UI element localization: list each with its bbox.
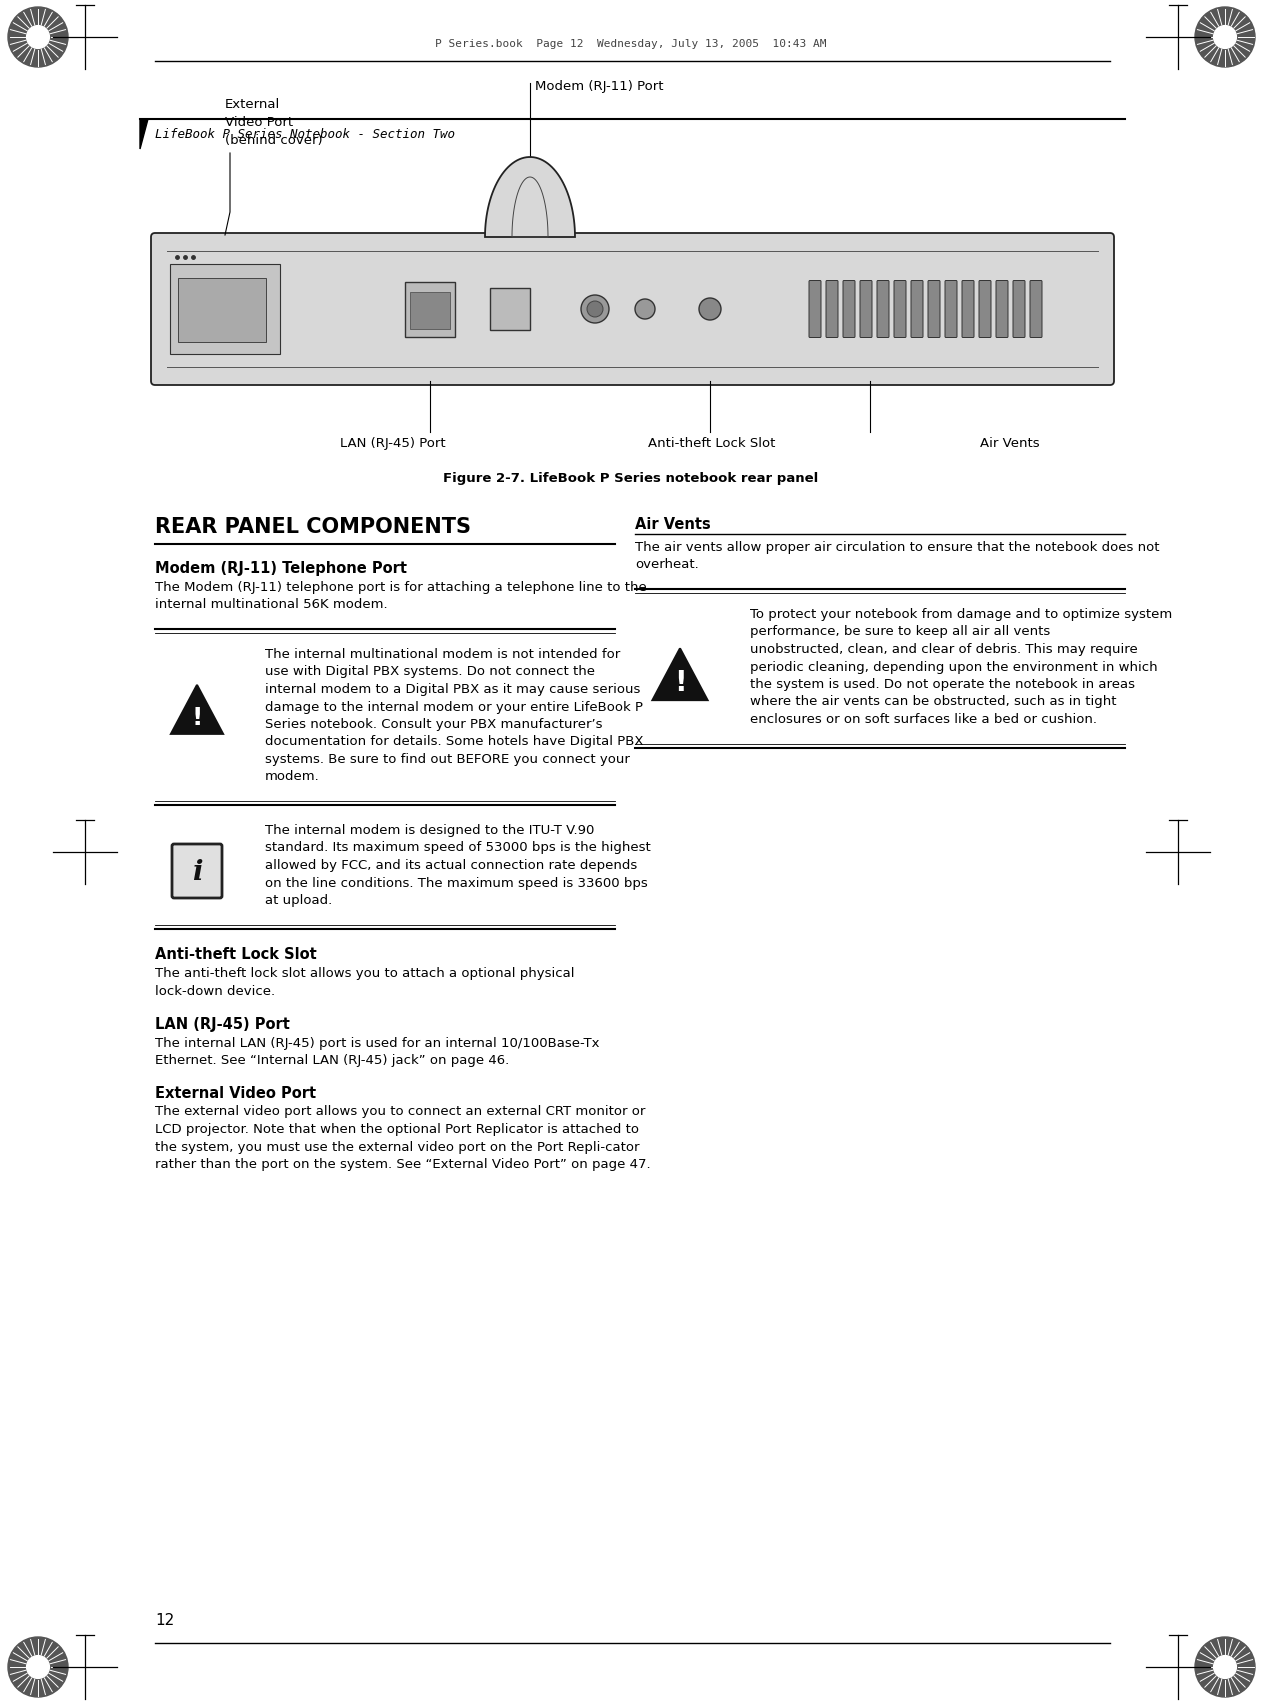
Text: Anti-theft Lock Slot: Anti-theft Lock Slot bbox=[155, 946, 317, 962]
Bar bbox=[405, 283, 455, 338]
Text: !: ! bbox=[673, 668, 686, 697]
Text: To protect your notebook from damage and to optimize system: To protect your notebook from damage and… bbox=[750, 607, 1172, 621]
FancyBboxPatch shape bbox=[979, 281, 991, 338]
Bar bbox=[410, 292, 450, 329]
Text: i: i bbox=[192, 858, 202, 885]
Text: performance, be sure to keep all air all vents: performance, be sure to keep all air all… bbox=[750, 626, 1051, 638]
Text: documentation for details. Some hotels have Digital PBX: documentation for details. Some hotels h… bbox=[265, 735, 644, 748]
Text: Ethernet. See “Internal LAN (RJ-45) jack” on page 46.: Ethernet. See “Internal LAN (RJ-45) jack… bbox=[155, 1054, 509, 1066]
Text: External: External bbox=[225, 97, 280, 111]
Text: enclosures or on soft surfaces like a bed or cushion.: enclosures or on soft surfaces like a be… bbox=[750, 713, 1098, 726]
Text: Modem (RJ-11) Port: Modem (RJ-11) Port bbox=[536, 80, 663, 94]
Text: lock-down device.: lock-down device. bbox=[155, 984, 275, 997]
FancyBboxPatch shape bbox=[1013, 281, 1026, 338]
Text: 12: 12 bbox=[155, 1613, 174, 1628]
Polygon shape bbox=[171, 685, 224, 735]
Text: where the air vents can be obstructed, such as in tight: where the air vents can be obstructed, s… bbox=[750, 696, 1116, 708]
Text: damage to the internal modem or your entire LifeBook P: damage to the internal modem or your ent… bbox=[265, 701, 643, 713]
FancyBboxPatch shape bbox=[911, 281, 923, 338]
Text: LifeBook P Series Notebook - Section Two: LifeBook P Series Notebook - Section Two bbox=[155, 128, 455, 142]
Text: (behind cover): (behind cover) bbox=[225, 135, 322, 147]
Text: REAR PANEL COMPONENTS: REAR PANEL COMPONENTS bbox=[155, 517, 471, 537]
Circle shape bbox=[1214, 27, 1236, 49]
Text: The internal modem is designed to the ITU-T V.90: The internal modem is designed to the IT… bbox=[265, 824, 595, 837]
Circle shape bbox=[8, 9, 68, 68]
Text: The air vents allow proper air circulation to ensure that the notebook does not: The air vents allow proper air circulati… bbox=[635, 540, 1159, 554]
Text: overheat.: overheat. bbox=[635, 558, 698, 571]
Text: allowed by FCC, and its actual connection rate depends: allowed by FCC, and its actual connectio… bbox=[265, 859, 638, 871]
FancyBboxPatch shape bbox=[172, 844, 222, 899]
Circle shape bbox=[1214, 1656, 1236, 1678]
FancyBboxPatch shape bbox=[997, 281, 1008, 338]
Text: internal modem to a Digital PBX as it may cause serious: internal modem to a Digital PBX as it ma… bbox=[265, 682, 640, 696]
Circle shape bbox=[27, 27, 49, 49]
Text: systems. Be sure to find out BEFORE you connect your: systems. Be sure to find out BEFORE you … bbox=[265, 752, 630, 766]
Text: the system is used. Do not operate the notebook in areas: the system is used. Do not operate the n… bbox=[750, 677, 1135, 691]
Text: The internal multinational modem is not intended for: The internal multinational modem is not … bbox=[265, 648, 620, 660]
Text: standard. Its maximum speed of 53000 bps is the highest: standard. Its maximum speed of 53000 bps… bbox=[265, 841, 650, 854]
Circle shape bbox=[635, 300, 655, 321]
Circle shape bbox=[27, 1656, 49, 1678]
FancyBboxPatch shape bbox=[842, 281, 855, 338]
Text: rather than the port on the system. See “External Video Port” on page 47.: rather than the port on the system. See … bbox=[155, 1158, 650, 1170]
FancyBboxPatch shape bbox=[962, 281, 974, 338]
Text: internal multinational 56K modem.: internal multinational 56K modem. bbox=[155, 598, 388, 610]
Circle shape bbox=[1195, 1637, 1255, 1696]
Polygon shape bbox=[140, 119, 148, 150]
Circle shape bbox=[587, 302, 602, 317]
Text: Video Port: Video Port bbox=[225, 116, 293, 130]
Text: The Modem (RJ-11) telephone port is for attaching a telephone line to the: The Modem (RJ-11) telephone port is for … bbox=[155, 581, 647, 593]
Bar bbox=[171, 264, 280, 355]
Circle shape bbox=[8, 1637, 68, 1696]
Polygon shape bbox=[485, 159, 575, 239]
FancyBboxPatch shape bbox=[894, 281, 906, 338]
Text: Air Vents: Air Vents bbox=[980, 436, 1039, 450]
FancyBboxPatch shape bbox=[826, 281, 837, 338]
Text: at upload.: at upload. bbox=[265, 893, 332, 907]
Text: periodic cleaning, depending upon the environment in which: periodic cleaning, depending upon the en… bbox=[750, 660, 1158, 673]
Bar bbox=[490, 288, 530, 331]
FancyBboxPatch shape bbox=[810, 281, 821, 338]
Circle shape bbox=[1195, 9, 1255, 68]
Text: The external video port allows you to connect an external CRT monitor or: The external video port allows you to co… bbox=[155, 1105, 645, 1118]
Text: Anti-theft Lock Slot: Anti-theft Lock Slot bbox=[648, 436, 775, 450]
Text: P Series.book  Page 12  Wednesday, July 13, 2005  10:43 AM: P Series.book Page 12 Wednesday, July 13… bbox=[436, 39, 827, 49]
Text: Air Vents: Air Vents bbox=[635, 517, 711, 532]
Text: the system, you must use the external video port on the Port Repli-cator: the system, you must use the external vi… bbox=[155, 1141, 639, 1153]
Circle shape bbox=[581, 297, 609, 324]
Text: Series notebook. Consult your PBX manufacturer’s: Series notebook. Consult your PBX manufa… bbox=[265, 718, 602, 730]
Circle shape bbox=[698, 298, 721, 321]
Text: LAN (RJ-45) Port: LAN (RJ-45) Port bbox=[340, 436, 446, 450]
Text: on the line conditions. The maximum speed is 33600 bps: on the line conditions. The maximum spee… bbox=[265, 876, 648, 888]
FancyBboxPatch shape bbox=[1031, 281, 1042, 338]
FancyBboxPatch shape bbox=[860, 281, 871, 338]
Text: LCD projector. Note that when the optional Port Replicator is attached to: LCD projector. Note that when the option… bbox=[155, 1122, 639, 1136]
Text: unobstructed, clean, and clear of debris. This may require: unobstructed, clean, and clear of debris… bbox=[750, 643, 1138, 656]
Text: Modem (RJ-11) Telephone Port: Modem (RJ-11) Telephone Port bbox=[155, 561, 407, 576]
Text: LAN (RJ-45) Port: LAN (RJ-45) Port bbox=[155, 1016, 290, 1032]
FancyBboxPatch shape bbox=[945, 281, 957, 338]
FancyBboxPatch shape bbox=[152, 234, 1114, 385]
Bar bbox=[178, 280, 266, 343]
Text: use with Digital PBX systems. Do not connect the: use with Digital PBX systems. Do not con… bbox=[265, 665, 595, 679]
Text: Figure 2-7. LifeBook P Series notebook rear panel: Figure 2-7. LifeBook P Series notebook r… bbox=[443, 472, 818, 484]
Text: The anti-theft lock slot allows you to attach a optional physical: The anti-theft lock slot allows you to a… bbox=[155, 967, 575, 980]
Polygon shape bbox=[653, 650, 707, 701]
Text: !: ! bbox=[191, 706, 202, 730]
Text: The internal LAN (RJ-45) port is used for an internal 10/100Base-Tx: The internal LAN (RJ-45) port is used fo… bbox=[155, 1037, 600, 1049]
FancyBboxPatch shape bbox=[928, 281, 940, 338]
FancyBboxPatch shape bbox=[877, 281, 889, 338]
Text: modem.: modem. bbox=[265, 771, 320, 783]
Text: External Video Port: External Video Port bbox=[155, 1084, 316, 1100]
